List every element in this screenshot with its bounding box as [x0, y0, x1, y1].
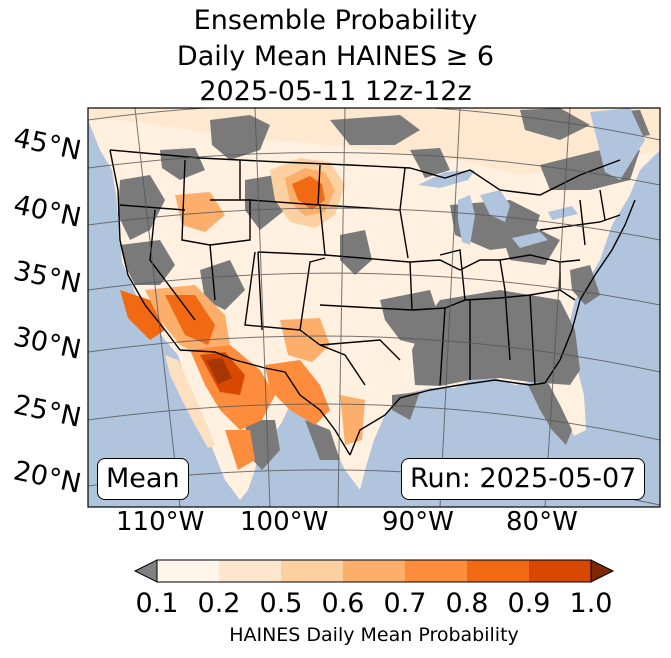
title-line-3: 2025-05-11 12z-12z	[199, 76, 472, 107]
colorbar-cell	[529, 560, 592, 582]
colorbar-cell	[219, 560, 282, 582]
probability-hotspots	[120, 158, 365, 470]
colorbar-cell	[405, 560, 468, 582]
atlantic-water	[590, 108, 645, 180]
colorbar-tick: 0.5	[259, 588, 303, 619]
title-line-1: Ensemble Probability	[193, 5, 478, 36]
great-lakes	[418, 170, 578, 248]
lon-label-100: 100°W	[240, 507, 329, 537]
colorbar-tick: 0.8	[445, 588, 489, 619]
colorbar-tick: 0.7	[383, 588, 427, 619]
lon-label-110: 110°W	[116, 507, 205, 537]
colorbar-cell	[157, 560, 220, 582]
colorbar-tick: 0.9	[507, 588, 551, 619]
colorbar-over-arrow	[590, 559, 615, 583]
colorbar-cell	[343, 560, 406, 582]
baja-peninsula	[165, 355, 215, 448]
title-line-2: Daily Mean HAINES ≥ 6	[176, 41, 495, 72]
run-date-label: Run: 2025-05-07	[401, 458, 646, 500]
map-frame	[87, 107, 661, 508]
colorbar-cell	[467, 560, 530, 582]
colorbar	[133, 559, 615, 583]
colorbar-tick: 0.6	[321, 588, 365, 619]
lon-label-90: 90°W	[382, 507, 454, 537]
colorbar-tick: 0.1	[135, 588, 179, 619]
statistic-label: Mean	[97, 458, 189, 500]
lon-label-80: 80°W	[506, 507, 578, 537]
colorbar-cell	[281, 560, 344, 582]
colorbar-label: HAINES Daily Mean Probability	[229, 624, 519, 646]
florida-peninsula	[528, 383, 572, 445]
colorbar-tick: 1.0	[569, 588, 613, 619]
colorbar-tick: 0.2	[197, 588, 241, 619]
colorbar-under-arrow	[133, 559, 158, 583]
